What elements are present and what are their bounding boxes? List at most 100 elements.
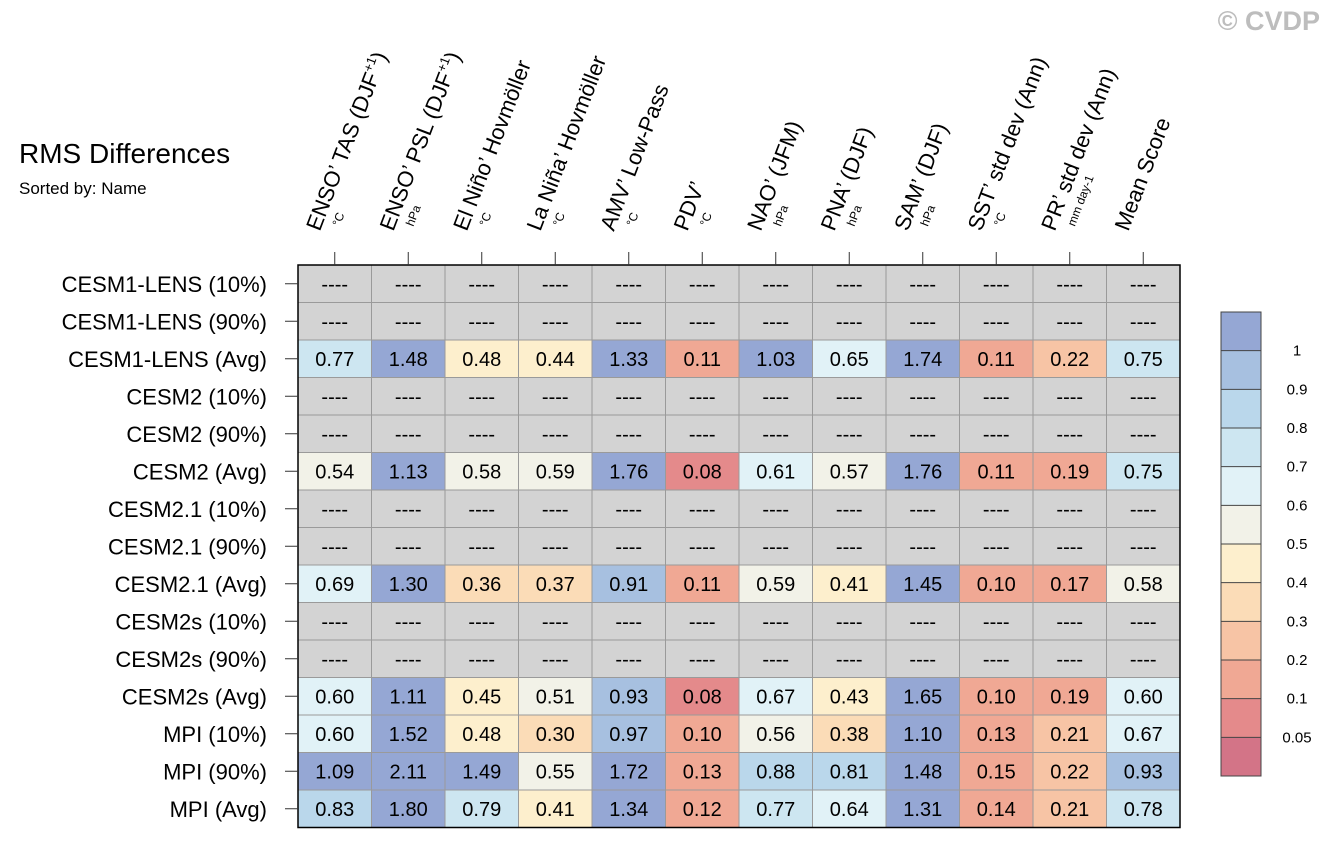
cell-value-r11-c0: 0.60	[315, 686, 354, 708]
cell-value-r6-c5: ----	[689, 499, 716, 521]
cell-value-r0-c9: ----	[983, 274, 1010, 296]
cell-value-r12-c9: 0.13	[977, 724, 1016, 746]
cell-value-r1-c1: ----	[395, 311, 422, 333]
cell-value-r7-c10: ----	[1056, 536, 1083, 558]
cell-value-r10-c1: ----	[395, 649, 422, 671]
colorbar-swatch	[1221, 350, 1261, 390]
cell-r3-c11	[1106, 377, 1181, 416]
cell-value-r5-c3: 0.59	[536, 461, 575, 483]
column-label: La Niña’ Hovmöller	[522, 52, 612, 234]
cell-value-r12-c5: 0.10	[683, 724, 722, 746]
colorbar-swatch	[1221, 389, 1261, 428]
cell-r12-c4	[591, 714, 666, 753]
cell-r11-c6	[738, 677, 813, 716]
cell-value-r4-c5: ----	[689, 424, 716, 446]
cell-r1-c8	[885, 302, 960, 341]
colorbar-swatch	[1221, 660, 1261, 699]
cell-value-r8-c9: 0.10	[977, 574, 1016, 596]
cell-r4-c5	[665, 414, 740, 453]
cell-r11-c9	[959, 677, 1034, 716]
column-unit-label: °C	[550, 210, 568, 228]
cell-value-r8-c11: 0.58	[1124, 574, 1163, 596]
cell-r13-c0	[297, 752, 372, 791]
cell-r11-c10	[1032, 677, 1107, 716]
column-label: Mean Score	[1110, 114, 1176, 234]
cell-value-r8-c10: 0.17	[1050, 574, 1089, 596]
colorbar-swatch	[1221, 505, 1261, 544]
column-label: ENSO’ PSL (DJF+1)	[374, 48, 466, 234]
cell-value-r5-c2: 0.58	[462, 461, 501, 483]
cell-value-r0-c0: ----	[321, 274, 348, 296]
cell-value-r10-c9: ----	[983, 649, 1010, 671]
cell-value-r8-c3: 0.37	[536, 574, 575, 596]
cell-r0-c7	[812, 264, 887, 303]
cell-value-r4-c0: ----	[321, 424, 348, 446]
row-label: CESM2.1 (90%)	[108, 534, 267, 559]
cell-value-r4-c8: ----	[909, 424, 936, 446]
cell-r8-c7	[812, 564, 887, 603]
cell-r5-c0	[297, 452, 372, 491]
cell-value-r12-c1: 1.52	[389, 724, 428, 746]
cell-value-r2-c9: 0.11	[978, 349, 1015, 371]
cell-value-r3-c6: ----	[762, 386, 789, 408]
cell-value-r8-c5: 0.11	[684, 574, 721, 596]
cell-value-r14-c2: 0.79	[462, 799, 501, 821]
cell-value-r7-c4: ----	[615, 536, 642, 558]
cell-r7-c11	[1106, 527, 1181, 566]
cell-value-r13-c6: 0.88	[756, 761, 795, 783]
cell-r3-c3	[518, 377, 593, 416]
cell-value-r11-c1: 1.11	[390, 686, 427, 708]
cell-value-r3-c9: ----	[983, 386, 1010, 408]
cell-r14-c4	[591, 789, 666, 828]
cell-r6-c8	[885, 489, 960, 528]
cell-r4-c2	[444, 414, 519, 453]
cell-value-r12-c10: 0.21	[1050, 724, 1089, 746]
cell-value-r12-c0: 0.60	[315, 724, 354, 746]
cell-r7-c4	[591, 527, 666, 566]
row-label: CESM2.1 (Avg)	[115, 572, 267, 597]
cell-value-r1-c6: ----	[762, 311, 789, 333]
colorbar-label: 0.2	[1287, 652, 1308, 669]
cell-value-r1-c4: ----	[615, 311, 642, 333]
cell-r4-c10	[1032, 414, 1107, 453]
row-label: CESM2s (10%)	[115, 609, 267, 634]
cell-value-r9-c3: ----	[542, 611, 569, 633]
cell-r4-c1	[371, 414, 446, 453]
colorbar-label: 0.5	[1287, 536, 1308, 553]
cell-value-r9-c7: ----	[836, 611, 863, 633]
cell-value-r1-c10: ----	[1056, 311, 1083, 333]
cell-r2-c3	[518, 339, 593, 378]
cell-value-r10-c10: ----	[1056, 649, 1083, 671]
cell-value-r11-c8: 1.65	[903, 686, 942, 708]
cell-r1-c7	[812, 302, 887, 341]
cell-value-r4-c3: ----	[542, 424, 569, 446]
cell-value-r10-c6: ----	[762, 649, 789, 671]
cell-value-r5-c10: 0.19	[1050, 461, 1089, 483]
chart-title: RMS Differences	[19, 138, 230, 169]
column-label: El Niño’ Hovmöller	[448, 57, 536, 234]
cell-value-r12-c11: 0.67	[1124, 724, 1163, 746]
cell-value-r4-c1: ----	[395, 424, 422, 446]
cell-r10-c2	[444, 639, 519, 678]
cell-r12-c0	[297, 714, 372, 753]
cell-value-r14-c4: 1.34	[609, 799, 648, 821]
cell-value-r9-c9: ----	[983, 611, 1010, 633]
cell-r8-c2	[444, 564, 519, 603]
cell-r4-c4	[591, 414, 666, 453]
cell-value-r6-c4: ----	[615, 499, 642, 521]
cell-value-r0-c8: ----	[909, 274, 936, 296]
cell-r2-c11	[1106, 339, 1181, 378]
cell-value-r10-c11: ----	[1130, 649, 1157, 671]
row-label: CESM1-LENS (Avg)	[68, 347, 267, 372]
cell-value-r9-c8: ----	[909, 611, 936, 633]
cell-r13-c5	[665, 752, 740, 791]
cell-value-r14-c6: 0.77	[756, 799, 795, 821]
row-label: CESM2s (Avg)	[122, 684, 267, 709]
cell-r0-c9	[959, 264, 1034, 303]
column-labels: ENSO’ TAS (DJF+1)°C ENSO’ PSL (DJF+1)hPa E…	[301, 48, 1176, 265]
cell-value-r14-c1: 1.80	[389, 799, 428, 821]
cell-r2-c2	[444, 339, 519, 378]
cell-value-r3-c5: ----	[689, 386, 716, 408]
cell-value-r9-c6: ----	[762, 611, 789, 633]
